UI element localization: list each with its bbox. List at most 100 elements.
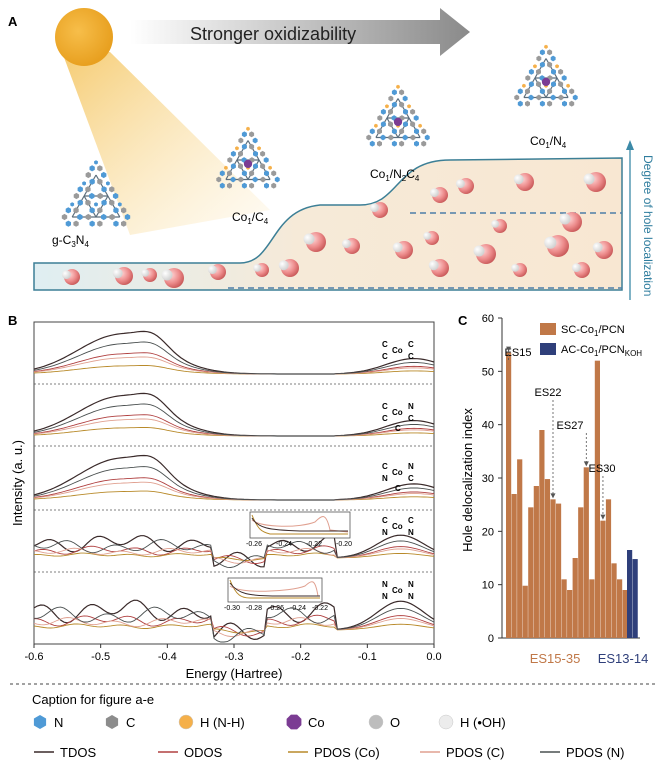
atom-icon — [227, 157, 233, 163]
y-tick-label: 60 — [482, 313, 494, 325]
atom-icon — [388, 134, 394, 141]
oh-molecule — [456, 178, 474, 194]
atom-icon — [558, 81, 564, 88]
line-legend-label: PDOS (Co) — [314, 745, 380, 760]
atom-icon — [85, 213, 91, 221]
dos-curve — [33, 545, 435, 564]
atom-icon — [257, 146, 261, 151]
panel-a: A Stronger oxidizability Degree of hole … — [8, 8, 655, 300]
dos-curve — [33, 341, 435, 375]
atom-icon — [414, 140, 419, 147]
atom-icon — [391, 140, 397, 147]
atom-icon — [249, 143, 255, 150]
atom-icon — [550, 94, 556, 101]
hydrogen-atom-icon — [161, 269, 173, 281]
atom-icon — [385, 104, 389, 109]
inset-tick-label: -0.22 — [312, 605, 328, 612]
label-co1-c4: Co1/C4 — [232, 210, 269, 226]
atom-icon — [219, 170, 225, 177]
dos-curve — [33, 403, 435, 437]
atom-icon — [97, 220, 103, 227]
x-tick-label: -0.3 — [225, 651, 244, 663]
panel-b-label: B — [8, 313, 17, 328]
x-tick-label: 0.0 — [426, 651, 441, 663]
atom-icon — [230, 176, 236, 183]
atom-icon — [388, 95, 394, 102]
atom-icon — [536, 68, 541, 75]
atom-legend-item: O — [368, 714, 400, 730]
bar-sc — [511, 494, 517, 638]
atom-icon — [263, 157, 269, 163]
atom-legend-item: Co — [286, 714, 325, 730]
hydrogen-atom-icon — [278, 260, 289, 271]
x-tick-label: -0.6 — [25, 651, 44, 663]
bond-line — [397, 117, 410, 138]
dos-curve — [33, 418, 435, 437]
panel-c: C 0 10 20 30 40 50 60 Hole delocalization inde… — [458, 313, 648, 666]
legend-label-ac: AC-Co1/PCNKOH — [561, 344, 642, 358]
dos-curve — [34, 606, 435, 643]
atom-icon — [536, 81, 541, 88]
hydrogen-atom-icon — [253, 264, 261, 272]
atom-icon — [246, 126, 250, 131]
dos-curve — [33, 547, 435, 564]
co-center: Co — [392, 408, 403, 417]
bar-sc — [561, 579, 567, 638]
bar-sc — [550, 499, 556, 638]
atom-icon — [264, 182, 269, 189]
atom-icon — [403, 108, 408, 115]
legend-swatch-ac — [540, 343, 556, 355]
atom-legend: N C H (N-H) Co O H (•OH) — [33, 714, 506, 730]
bar-sc — [622, 590, 628, 638]
atom-icon — [77, 186, 83, 193]
ligand-bottom-right: C — [408, 474, 414, 483]
atom-icon — [380, 108, 386, 115]
atom-icon — [547, 61, 553, 68]
inset-tick-label: -0.24 — [276, 541, 292, 548]
atom-icon — [109, 199, 115, 206]
oh-molecule — [253, 263, 269, 277]
line-legend: TDOS ODOS PDOS (Co) PDOS (C) PDOS (N) — [34, 745, 625, 760]
bond-line — [258, 159, 271, 180]
panel-c-label: C — [458, 313, 468, 328]
hydrogen-atom-icon — [473, 245, 485, 257]
line-legend-item: PDOS (N) — [540, 745, 625, 760]
lattice-structure — [514, 44, 578, 107]
caption-title: Caption for figure a-e — [32, 692, 154, 707]
hole-localization-label: Degree of hole localization — [641, 155, 655, 296]
oh-molecule — [370, 202, 388, 218]
atom-oct-icon — [286, 714, 302, 730]
dos-curve — [33, 477, 435, 501]
dos-x-ticks: -0.6 -0.5 -0.4 -0.3 -0.2 -0.1 0.0 — [25, 644, 442, 663]
bond-line — [83, 174, 97, 197]
atom-icon — [539, 100, 545, 107]
atom-hex-icon — [33, 715, 47, 729]
atom-icon — [522, 83, 526, 88]
atom-icon — [109, 213, 115, 221]
atom-icon — [410, 121, 416, 128]
atom-icon — [369, 128, 375, 135]
atom-icon — [414, 128, 419, 135]
annotation-arrowhead-icon — [506, 346, 512, 352]
atom-icon — [271, 170, 277, 177]
hydrogen-atom-icon — [491, 220, 499, 228]
atom-icon — [424, 134, 430, 141]
atom-icon — [106, 181, 110, 186]
oh-molecule — [491, 219, 507, 233]
atom-legend-item: C — [105, 715, 135, 730]
oh-molecule — [342, 238, 360, 254]
label-co1-n4: Co1/N4 — [530, 134, 567, 150]
line-legend-label: TDOS — [60, 745, 96, 760]
sun-icon — [55, 8, 113, 66]
atom-icon — [97, 207, 103, 214]
dos-curve — [33, 481, 435, 501]
atom-icon — [109, 186, 115, 193]
dos-curve — [33, 617, 435, 637]
hydrogen-atom-icon — [430, 188, 439, 198]
oh-molecule — [428, 259, 449, 277]
atom-icon — [253, 163, 258, 170]
atom-icon — [525, 88, 530, 95]
co-center: Co — [392, 468, 403, 477]
atom-icon — [391, 128, 397, 135]
inset-2: -0.30 -0.28 -0.26 -0.24 -0.22 — [224, 577, 328, 612]
